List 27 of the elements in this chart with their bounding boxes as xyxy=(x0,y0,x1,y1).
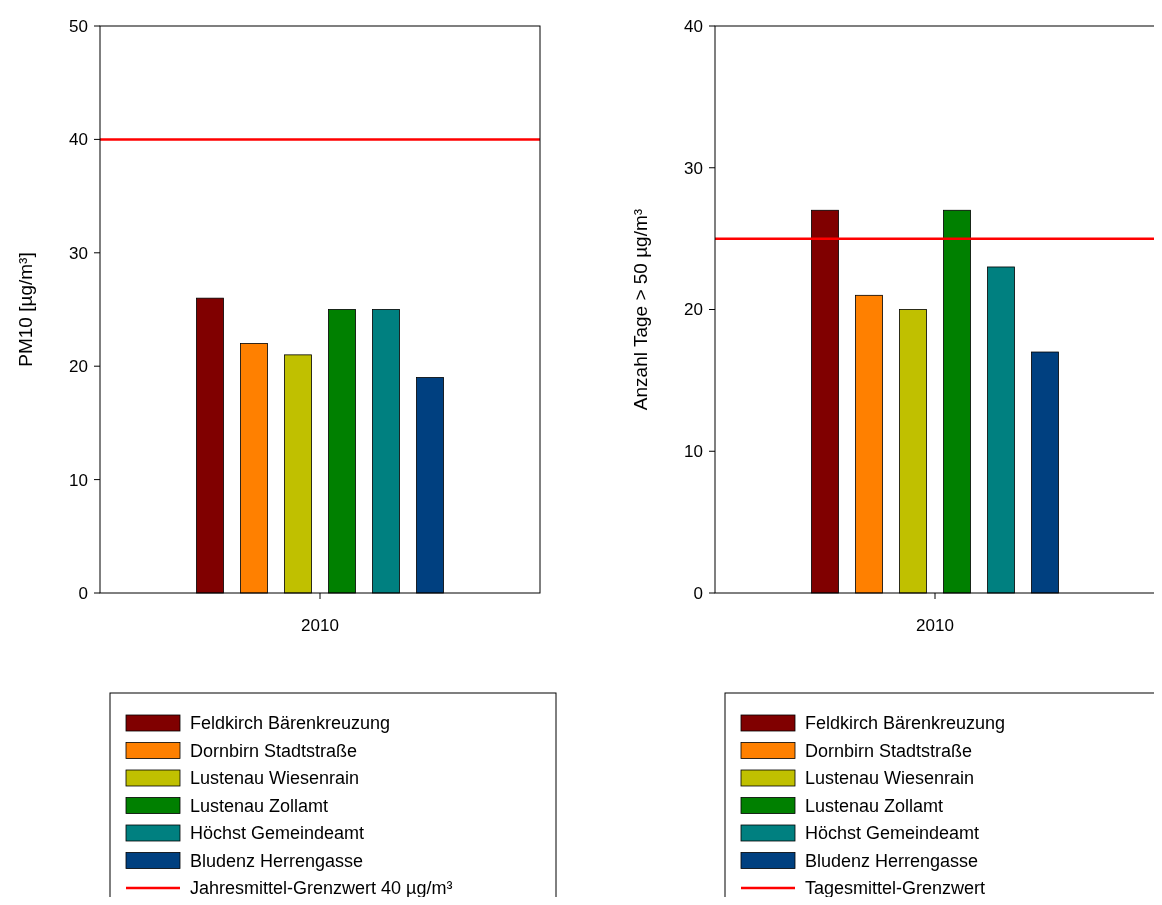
x-tick-label: 2010 xyxy=(916,616,954,635)
legend-label: Dornbirn Stadtstraße xyxy=(805,740,973,761)
legend-label: Feldkirch Bärenkreuzung xyxy=(190,713,391,734)
y-tick-label: 20 xyxy=(684,300,703,320)
legend-label: Feldkirch Bärenkreuzung xyxy=(805,713,1006,734)
y-axis-title: Anzahl Tage > 50 µg/m³ xyxy=(630,208,651,411)
legend-label: Höchst Gemeindeamt xyxy=(190,823,365,844)
legend-label: Bludenz Herrengasse xyxy=(190,850,364,871)
y-tick-label: 10 xyxy=(69,470,88,490)
legend-label: Lustenau Wiesenrain xyxy=(190,768,360,789)
y-tick-label: 50 xyxy=(69,16,88,36)
legend-label: Bludenz Herrengasse xyxy=(805,850,979,871)
legend-label: Lustenau Zollamt xyxy=(190,795,329,816)
y-tick-label: 0 xyxy=(78,583,88,603)
x-tick-label: 2010 xyxy=(301,616,339,635)
y-tick-label: 0 xyxy=(693,583,703,603)
legend-label: Lustenau Wiesenrain xyxy=(805,768,975,789)
y-tick-label: 40 xyxy=(69,130,88,150)
y-axis-title: PM10 [µg/m³] xyxy=(15,252,36,367)
legend-label: Höchst Gemeindeamt xyxy=(805,823,980,844)
legend-label: Lustenau Zollamt xyxy=(805,795,944,816)
y-tick-label: 30 xyxy=(69,243,88,263)
y-tick-label: 20 xyxy=(69,357,88,377)
y-tick-label: 40 xyxy=(684,16,703,36)
y-tick-label: 10 xyxy=(684,442,703,462)
y-tick-label: 30 xyxy=(684,158,703,178)
legend-label: Dornbirn Stadtstraße xyxy=(190,740,358,761)
